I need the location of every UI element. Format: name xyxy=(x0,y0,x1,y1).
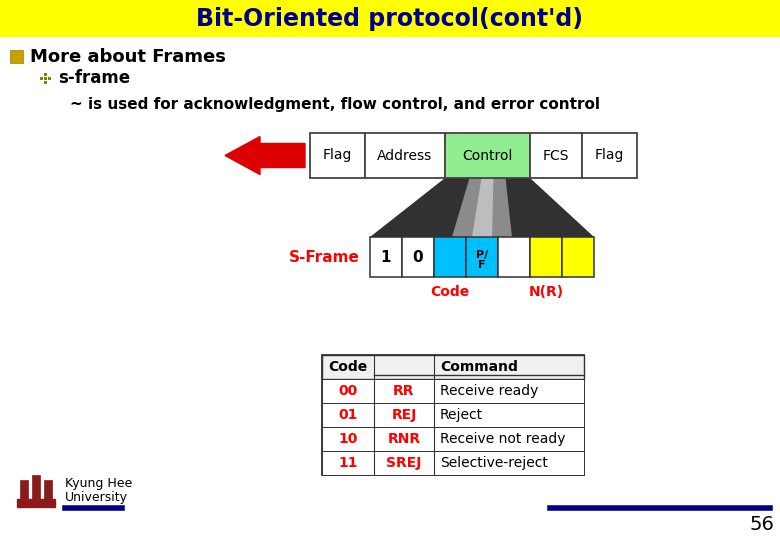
Bar xyxy=(322,451,584,475)
Text: RR: RR xyxy=(393,384,415,398)
Text: More about Frames: More about Frames xyxy=(30,48,226,66)
Bar xyxy=(445,133,530,178)
Polygon shape xyxy=(370,178,594,237)
Text: Control: Control xyxy=(463,148,512,163)
Bar xyxy=(365,133,445,178)
Bar xyxy=(370,237,402,277)
Text: Code: Code xyxy=(328,360,367,374)
Text: S-Frame: S-Frame xyxy=(289,249,360,265)
Text: Code: Code xyxy=(431,285,470,299)
Text: Kyung Hee: Kyung Hee xyxy=(65,477,133,490)
Bar xyxy=(582,133,637,178)
Text: 01: 01 xyxy=(339,408,358,422)
Bar xyxy=(48,77,51,80)
Bar xyxy=(322,427,584,451)
Text: University: University xyxy=(65,490,128,503)
Bar xyxy=(434,237,466,277)
Text: 0: 0 xyxy=(413,249,424,265)
Bar xyxy=(44,73,47,76)
Text: FCS: FCS xyxy=(543,148,569,163)
Text: 11: 11 xyxy=(339,456,358,470)
Bar xyxy=(322,379,584,403)
Bar xyxy=(562,237,594,277)
Text: Flag: Flag xyxy=(323,148,353,163)
Text: SREJ: SREJ xyxy=(386,456,422,470)
Bar xyxy=(44,480,52,505)
Text: Selective-reject: Selective-reject xyxy=(440,456,548,470)
Text: Bit-Oriented protocol(cont'd): Bit-Oriented protocol(cont'd) xyxy=(197,7,583,31)
Polygon shape xyxy=(472,178,494,237)
Bar xyxy=(15,468,57,510)
Bar xyxy=(322,355,584,475)
Bar xyxy=(20,480,28,505)
Text: F: F xyxy=(478,260,486,270)
Text: 10: 10 xyxy=(339,432,358,446)
Text: N(R): N(R) xyxy=(528,285,564,299)
Bar xyxy=(44,77,47,80)
Text: 00: 00 xyxy=(339,384,357,398)
Bar xyxy=(402,237,434,277)
Bar xyxy=(40,77,43,80)
Bar xyxy=(322,403,584,427)
Bar xyxy=(466,237,498,277)
Text: 56: 56 xyxy=(750,516,775,535)
Text: Receive not ready: Receive not ready xyxy=(440,432,566,446)
Text: Address: Address xyxy=(378,148,433,163)
Text: RNR: RNR xyxy=(388,432,420,446)
Bar xyxy=(17,499,55,507)
Text: Reject: Reject xyxy=(440,408,483,422)
Text: Flag: Flag xyxy=(595,148,624,163)
Bar xyxy=(0,0,780,37)
Polygon shape xyxy=(452,178,512,237)
Bar xyxy=(10,50,23,63)
Text: REJ: REJ xyxy=(392,408,417,422)
Bar xyxy=(530,133,582,178)
Text: Command: Command xyxy=(440,360,518,374)
Bar xyxy=(44,81,47,84)
Text: s-frame: s-frame xyxy=(58,69,130,87)
Bar xyxy=(32,475,40,505)
FancyArrow shape xyxy=(225,137,305,174)
Text: Receive ready: Receive ready xyxy=(440,384,538,398)
Text: ~ is used for acknowledgment, flow control, and error control: ~ is used for acknowledgment, flow contr… xyxy=(70,98,600,112)
Text: P/: P/ xyxy=(476,250,488,260)
Bar xyxy=(530,237,562,277)
Text: 1: 1 xyxy=(381,249,392,265)
Bar xyxy=(310,133,365,178)
Bar xyxy=(322,355,584,379)
Bar xyxy=(498,237,530,277)
